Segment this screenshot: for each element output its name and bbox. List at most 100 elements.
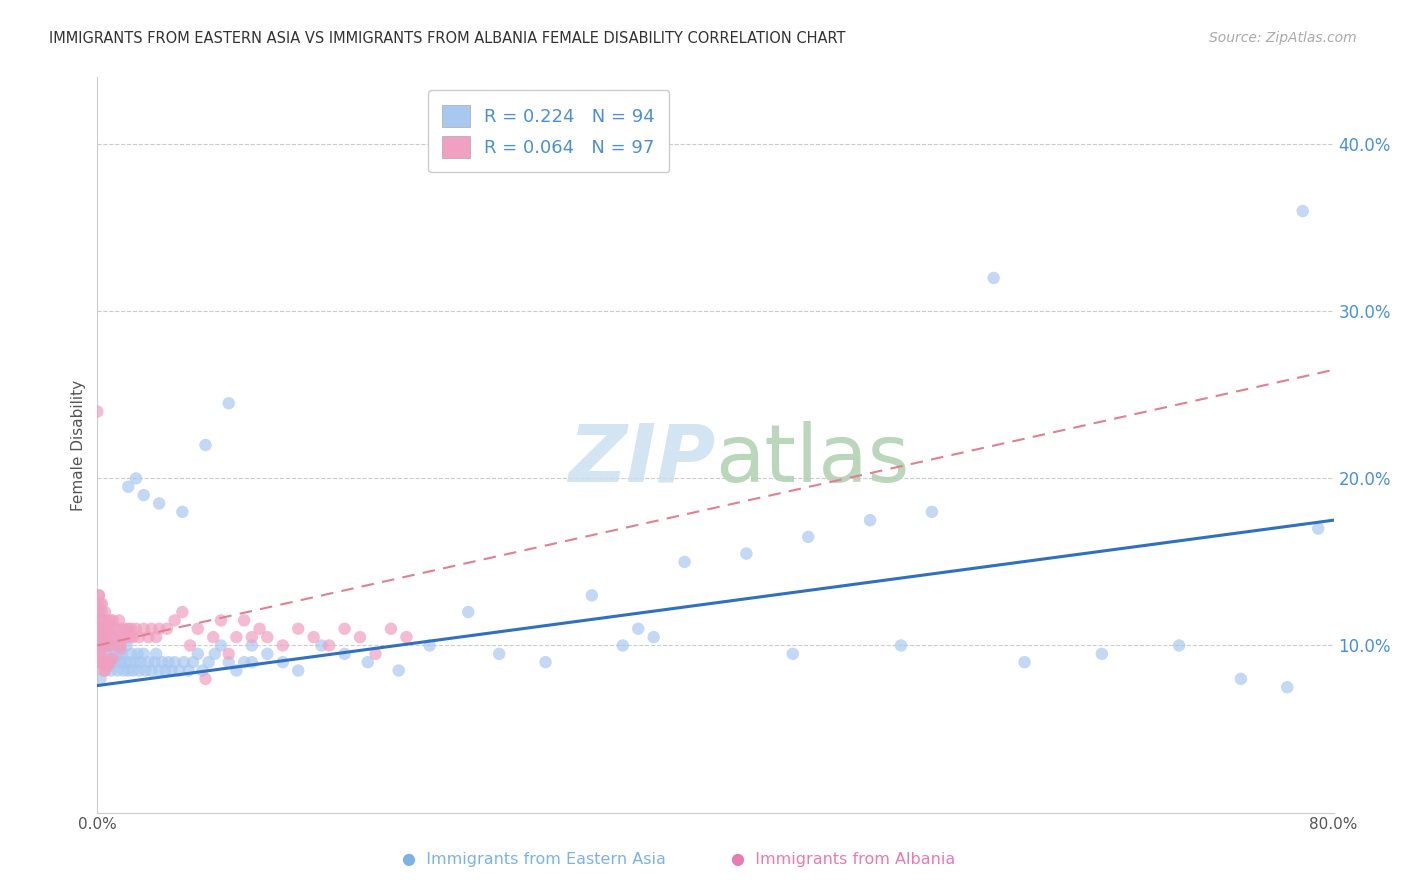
Point — [94, 622, 117, 636]
Point — [120, 622, 142, 636]
Point — [89, 614, 111, 628]
Point — [311, 639, 333, 653]
Point — [271, 639, 294, 653]
Point — [100, 664, 122, 678]
Point — [87, 639, 110, 653]
Point — [132, 622, 155, 636]
Point — [141, 622, 163, 636]
Point — [87, 630, 110, 644]
Point — [173, 655, 195, 669]
Text: ●  Immigrants from Eastern Asia: ● Immigrants from Eastern Asia — [402, 852, 666, 867]
Point — [125, 655, 148, 669]
Point — [148, 496, 170, 510]
Point — [612, 639, 634, 653]
Point — [91, 655, 114, 669]
Point — [177, 664, 200, 678]
Text: atlas: atlas — [716, 421, 910, 499]
Point — [132, 647, 155, 661]
Point — [1091, 647, 1114, 661]
Point — [143, 655, 166, 669]
Point — [240, 655, 263, 669]
Point — [1277, 680, 1299, 694]
Point — [249, 622, 271, 636]
Point — [93, 664, 115, 678]
Point — [1292, 204, 1315, 219]
Point — [86, 597, 108, 611]
Point — [98, 614, 121, 628]
Legend: R = 0.224   N = 94, R = 0.064   N = 97: R = 0.224 N = 94, R = 0.064 N = 97 — [427, 90, 669, 172]
Point — [115, 630, 138, 644]
Point — [488, 647, 510, 661]
Point — [89, 647, 111, 661]
Point — [96, 614, 118, 628]
Point — [101, 652, 124, 666]
Point — [134, 664, 156, 678]
Point — [98, 639, 121, 653]
Point — [91, 614, 114, 628]
Point — [86, 597, 108, 611]
Point — [96, 658, 118, 673]
Point — [1168, 639, 1191, 653]
Point — [364, 647, 387, 661]
Point — [96, 630, 118, 644]
Point — [86, 639, 108, 653]
Point — [96, 647, 118, 661]
Point — [87, 630, 110, 644]
Point — [86, 647, 108, 661]
Point — [91, 639, 114, 653]
Text: ZIP: ZIP — [568, 421, 716, 499]
Point — [111, 647, 134, 661]
Point — [86, 605, 108, 619]
Point — [233, 614, 256, 628]
Point — [118, 655, 141, 669]
Point — [1230, 672, 1253, 686]
Point — [86, 622, 108, 636]
Point — [108, 614, 131, 628]
Point — [112, 630, 135, 644]
Point — [209, 639, 232, 653]
Point — [127, 647, 149, 661]
Point — [103, 655, 125, 669]
Point — [114, 622, 136, 636]
Point — [302, 630, 325, 644]
Point — [89, 597, 111, 611]
Point — [1014, 655, 1036, 669]
Point — [148, 664, 170, 678]
Point — [735, 547, 758, 561]
Point — [98, 655, 121, 669]
Point — [87, 605, 110, 619]
Point — [104, 639, 127, 653]
Point — [457, 605, 479, 619]
Point — [163, 655, 186, 669]
Point — [167, 664, 190, 678]
Point — [194, 672, 217, 686]
Point — [87, 588, 110, 602]
Point — [179, 639, 201, 653]
Point — [318, 639, 340, 653]
Point — [91, 605, 114, 619]
Point — [218, 396, 240, 410]
Point — [287, 664, 309, 678]
Point — [86, 655, 108, 669]
Point — [380, 622, 402, 636]
Point — [94, 664, 117, 678]
Point — [191, 664, 214, 678]
Point — [120, 647, 142, 661]
Point — [202, 630, 225, 644]
Point — [93, 614, 115, 628]
Point — [117, 480, 139, 494]
Point — [141, 664, 163, 678]
Text: ●  Immigrants from Albania: ● Immigrants from Albania — [731, 852, 956, 867]
Point — [104, 622, 127, 636]
Point — [97, 658, 120, 673]
Y-axis label: Female Disability: Female Disability — [72, 379, 86, 510]
Point — [581, 588, 603, 602]
Point — [194, 438, 217, 452]
Point — [349, 630, 371, 644]
Point — [138, 655, 160, 669]
Point — [148, 622, 170, 636]
Point — [240, 630, 263, 644]
Point — [89, 672, 111, 686]
Point — [114, 655, 136, 669]
Point — [97, 622, 120, 636]
